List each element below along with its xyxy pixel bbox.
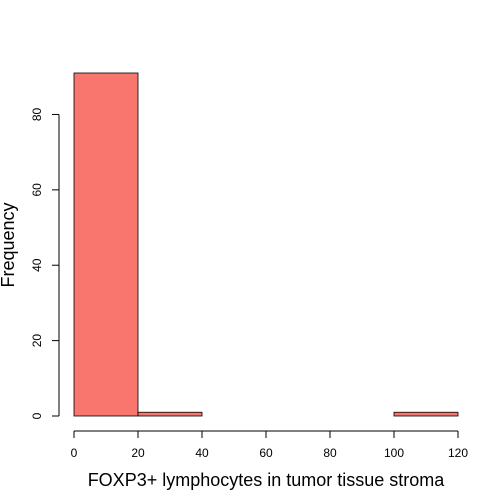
x-axis-title: FOXP3+ lymphocytes in tumor tissue strom…: [88, 470, 446, 490]
histogram-bar: [73, 72, 139, 417]
y-tick-label: 0: [30, 412, 44, 419]
histogram-bar: [137, 411, 203, 417]
histogram-bar: [393, 411, 459, 417]
x-tick-label: 0: [71, 446, 78, 460]
x-axis: 0 20 40 60 80 100 120: [71, 430, 468, 460]
bars-group: [73, 72, 459, 417]
y-axis-title: Frequency: [0, 202, 18, 287]
x-tick-label: 80: [323, 446, 337, 460]
y-axis: 0 20 40 60 80: [30, 107, 60, 419]
x-tick-label: 120: [448, 446, 468, 460]
x-tick-label: 40: [195, 446, 209, 460]
x-tick-label: 60: [259, 446, 273, 460]
x-tick-label: 20: [131, 446, 145, 460]
y-tick-label: 40: [30, 258, 44, 272]
y-tick-label: 80: [30, 107, 44, 121]
y-tick-label: 60: [30, 183, 44, 197]
y-tick-label: 20: [30, 334, 44, 348]
x-tick-label: 100: [384, 446, 404, 460]
